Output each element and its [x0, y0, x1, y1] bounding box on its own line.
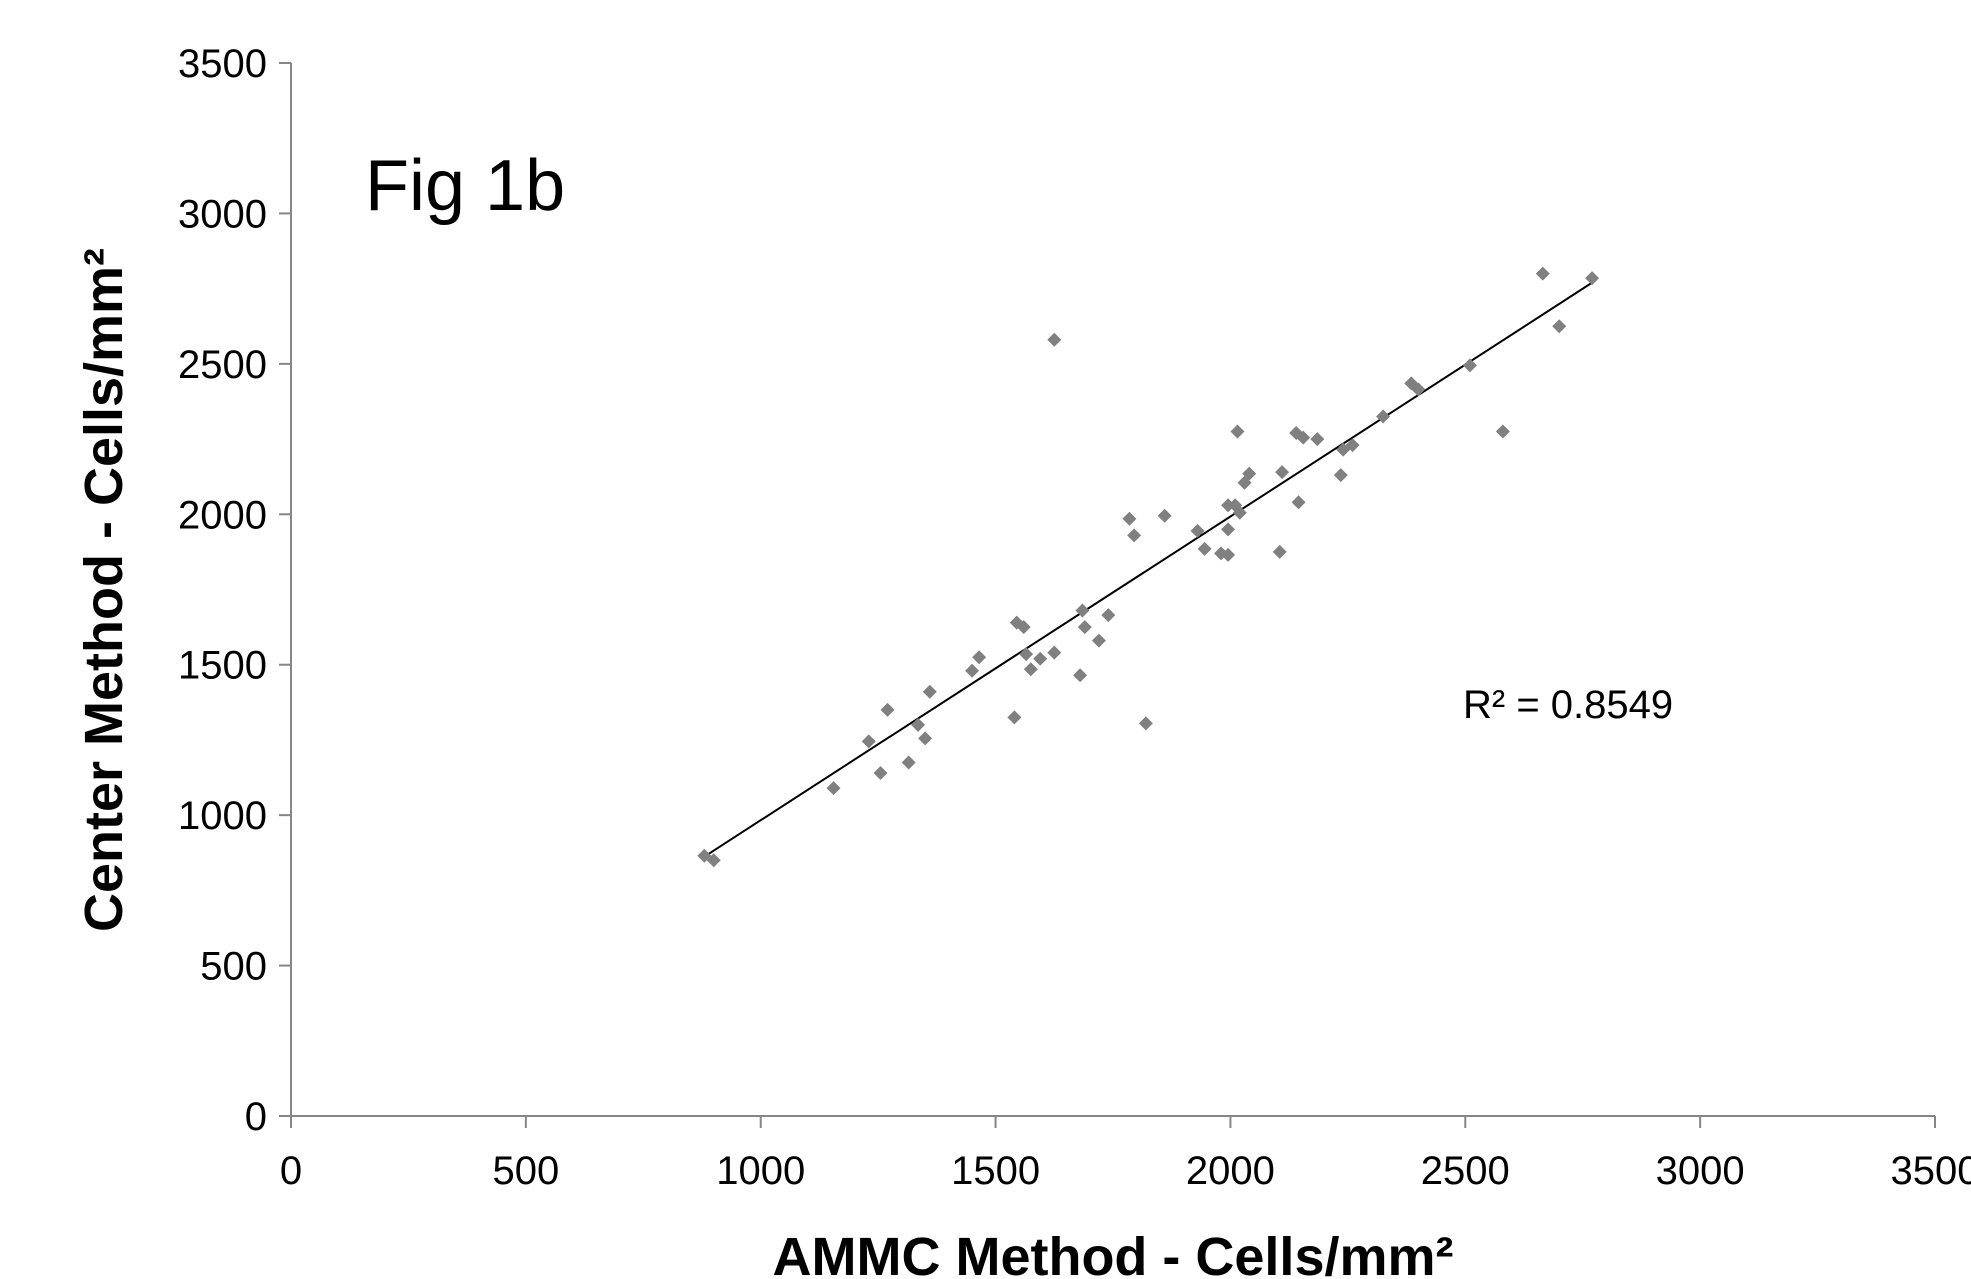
data-point — [1221, 498, 1236, 513]
data-point — [1333, 468, 1348, 483]
y-tick-label: 3000 — [178, 192, 267, 236]
data-point — [1291, 495, 1306, 510]
x-tick-label: 1500 — [951, 1149, 1040, 1193]
data-point — [1023, 662, 1038, 677]
y-tick-label: 1000 — [178, 794, 267, 838]
data-point — [1495, 424, 1510, 439]
trendline — [703, 281, 1593, 858]
data-point — [1552, 319, 1567, 334]
data-point — [1127, 528, 1142, 543]
r-squared-label: R² = 0.8549 — [1463, 683, 1673, 727]
data-point — [1122, 511, 1137, 526]
data-point — [1221, 547, 1236, 562]
trendline-group — [703, 281, 1593, 858]
data-point — [1138, 716, 1153, 731]
data-point — [901, 755, 916, 770]
y-tick-label: 500 — [200, 945, 267, 989]
data-point — [1242, 466, 1257, 481]
data-point — [1310, 432, 1325, 447]
data-point — [1221, 522, 1236, 537]
data-point — [1275, 465, 1290, 480]
data-point — [1296, 430, 1311, 445]
data-point — [873, 766, 888, 781]
x-tick-label: 0 — [280, 1149, 302, 1193]
y-tick-label: 3500 — [178, 42, 267, 86]
data-point — [1462, 358, 1477, 373]
data-point — [1033, 651, 1048, 666]
data-point — [1190, 523, 1205, 538]
data-point — [1047, 332, 1062, 347]
x-tick-label: 1000 — [716, 1149, 805, 1193]
y-tick-label: 2000 — [178, 493, 267, 537]
x-tick-label: 2500 — [1421, 1149, 1510, 1193]
data-point — [1019, 647, 1034, 662]
data-point — [1157, 508, 1172, 523]
data-point — [880, 702, 895, 717]
data-point — [861, 734, 876, 749]
data-point — [1073, 668, 1088, 683]
data-point — [1101, 608, 1116, 623]
data-point — [1535, 266, 1550, 281]
data-point — [1230, 424, 1245, 439]
y-tick-label: 1500 — [178, 644, 267, 688]
data-point — [1272, 544, 1287, 559]
data-point — [1411, 382, 1426, 397]
x-tick-label: 500 — [492, 1149, 559, 1193]
data-point — [1007, 710, 1022, 725]
data-point — [965, 663, 980, 678]
data-point — [1091, 633, 1106, 648]
data-point — [826, 781, 841, 796]
y-tick-label: 2500 — [178, 343, 267, 387]
data-point — [1047, 645, 1062, 660]
x-axis-title: AMMC Method - Cells/mm² — [773, 1227, 1454, 1279]
tick-labels: 0 500 1000 1500 2000 2500 3000 3500 0 500 1000 1500… — [178, 42, 1971, 1193]
data-point — [911, 717, 926, 732]
data-point — [1585, 271, 1600, 286]
data-point — [1016, 620, 1031, 635]
data-point — [1077, 620, 1092, 635]
axes — [279, 62, 1936, 1128]
y-axis-title: Center Method - Cells/mm² — [74, 248, 134, 932]
data-point — [972, 650, 987, 665]
data-point — [706, 853, 721, 868]
data-points — [697, 266, 1600, 868]
x-tick-label: 3000 — [1656, 1149, 1745, 1193]
data-point — [1197, 541, 1212, 556]
data-point — [1075, 603, 1090, 618]
data-point — [1232, 505, 1247, 520]
data-point — [922, 684, 937, 699]
x-tick-label: 3500 — [1891, 1149, 1971, 1193]
data-point — [1345, 438, 1360, 453]
y-tick-label: 0 — [245, 1095, 267, 1139]
data-point — [1376, 409, 1391, 424]
figure-label: Fig 1b — [365, 146, 565, 226]
data-point — [918, 731, 933, 746]
x-tick-label: 2000 — [1186, 1149, 1275, 1193]
